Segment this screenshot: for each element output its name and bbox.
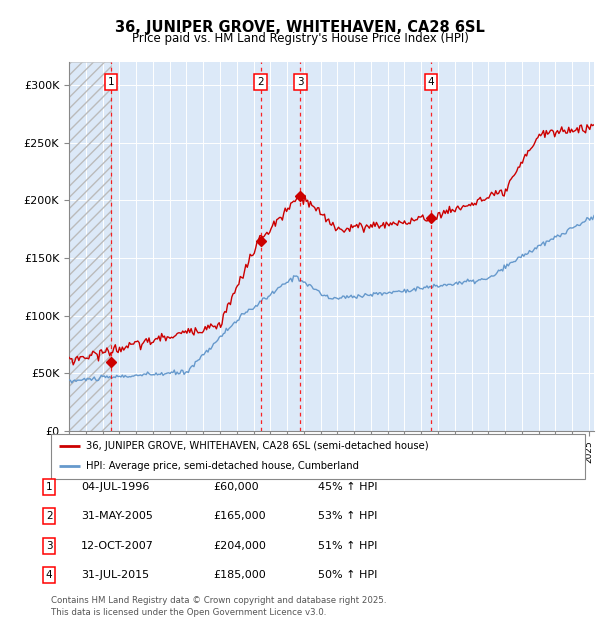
Text: 53% ↑ HPI: 53% ↑ HPI	[318, 511, 377, 521]
Text: HPI: Average price, semi-detached house, Cumberland: HPI: Average price, semi-detached house,…	[86, 461, 359, 471]
Text: 51% ↑ HPI: 51% ↑ HPI	[318, 541, 377, 551]
Text: £185,000: £185,000	[213, 570, 266, 580]
Text: 4: 4	[428, 78, 434, 87]
Text: £165,000: £165,000	[213, 511, 266, 521]
Text: Contains HM Land Registry data © Crown copyright and database right 2025.
This d: Contains HM Land Registry data © Crown c…	[51, 596, 386, 617]
Text: 45% ↑ HPI: 45% ↑ HPI	[318, 482, 377, 492]
Text: 3: 3	[297, 78, 304, 87]
Text: 50% ↑ HPI: 50% ↑ HPI	[318, 570, 377, 580]
Text: 36, JUNIPER GROVE, WHITEHAVEN, CA28 6SL (semi-detached house): 36, JUNIPER GROVE, WHITEHAVEN, CA28 6SL …	[86, 441, 428, 451]
FancyBboxPatch shape	[51, 434, 585, 479]
Text: 2: 2	[46, 511, 53, 521]
Text: Price paid vs. HM Land Registry's House Price Index (HPI): Price paid vs. HM Land Registry's House …	[131, 32, 469, 45]
Text: 31-JUL-2015: 31-JUL-2015	[81, 570, 149, 580]
Text: 3: 3	[46, 541, 53, 551]
Text: 2: 2	[257, 78, 264, 87]
Text: 04-JUL-1996: 04-JUL-1996	[81, 482, 149, 492]
Text: 1: 1	[107, 78, 114, 87]
Text: 31-MAY-2005: 31-MAY-2005	[81, 511, 153, 521]
Text: 4: 4	[46, 570, 53, 580]
Text: 36, JUNIPER GROVE, WHITEHAVEN, CA28 6SL: 36, JUNIPER GROVE, WHITEHAVEN, CA28 6SL	[115, 20, 485, 35]
Text: 12-OCT-2007: 12-OCT-2007	[81, 541, 154, 551]
Text: £204,000: £204,000	[213, 541, 266, 551]
Text: 1: 1	[46, 482, 53, 492]
Text: £60,000: £60,000	[213, 482, 259, 492]
